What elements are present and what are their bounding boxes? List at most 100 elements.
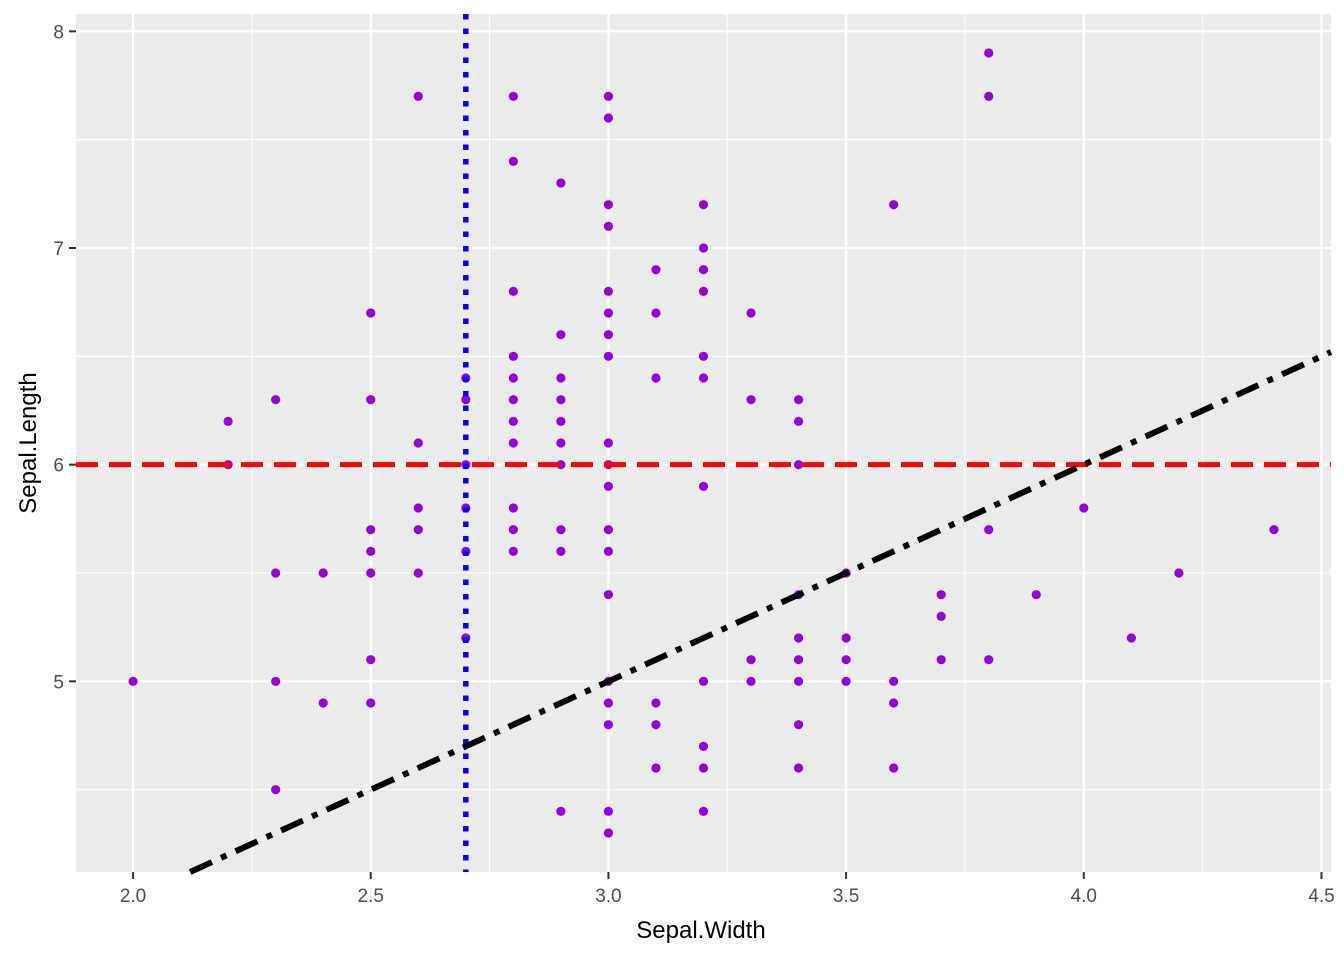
data-point: [508, 286, 518, 296]
data-point: [556, 395, 566, 405]
data-point: [223, 416, 233, 426]
data-point: [698, 676, 709, 686]
data-point: [603, 525, 614, 535]
data-point: [936, 655, 946, 665]
y-axis-title: Sepal.Length: [15, 372, 42, 513]
data-point: [413, 91, 423, 101]
data-point: [413, 503, 423, 513]
data-point: [603, 91, 614, 101]
data-point: [984, 525, 994, 535]
data-point: [746, 655, 756, 665]
data-point: [889, 698, 899, 708]
data-point: [603, 720, 614, 730]
data-point: [603, 481, 614, 491]
data-point: [508, 395, 518, 405]
y-axis-ticks: 5 6 7 8: [53, 22, 76, 693]
minor-gridlines: [76, 14, 1331, 872]
data-point: [651, 763, 661, 773]
data-point: [556, 373, 566, 383]
data-point: [889, 676, 899, 686]
data-point: [556, 546, 566, 556]
data-point: [603, 698, 614, 708]
data-point: [793, 460, 804, 470]
data-point: [1126, 633, 1136, 643]
data-point: [651, 373, 661, 383]
x-axis-ticks: 2.0 2.5 3.0 3.5 4.0 4.5: [120, 872, 1335, 907]
data-point: [556, 416, 566, 426]
data-point: [889, 200, 899, 210]
data-point: [318, 568, 328, 578]
data-point: [698, 806, 709, 816]
data-point: [793, 633, 804, 643]
y-tick-label: 7: [53, 239, 64, 260]
data-point: [366, 395, 376, 405]
data-point: [603, 806, 614, 816]
data-point: [128, 676, 138, 686]
data-point: [603, 438, 614, 448]
x-tick-label: 2.0: [120, 886, 146, 907]
data-point: [603, 351, 614, 361]
data-point: [508, 373, 518, 383]
data-point: [793, 720, 804, 730]
data-point: [366, 546, 376, 556]
x-tick-label: 3.0: [595, 886, 621, 907]
x-tick-label: 4.5: [1308, 886, 1334, 907]
data-point: [936, 611, 946, 621]
data-point: [603, 286, 614, 296]
data-point: [366, 655, 376, 665]
x-tick-label: 2.5: [358, 886, 384, 907]
data-point: [793, 395, 804, 405]
data-point: [603, 590, 614, 600]
data-points: [128, 48, 1279, 838]
data-point: [936, 590, 946, 600]
data-point: [461, 395, 471, 405]
data-point: [603, 221, 614, 231]
data-point: [413, 568, 423, 578]
data-point: [508, 416, 518, 426]
data-point: [793, 763, 804, 773]
data-point: [508, 546, 518, 556]
data-point: [366, 525, 376, 535]
data-point: [698, 741, 709, 751]
data-point: [1079, 503, 1089, 513]
data-point: [651, 308, 661, 318]
data-point: [841, 655, 851, 665]
data-point: [1174, 568, 1184, 578]
data-point: [318, 698, 328, 708]
data-point: [508, 156, 518, 166]
data-point: [889, 763, 899, 773]
data-point: [366, 568, 376, 578]
data-point: [651, 698, 661, 708]
data-point: [271, 785, 281, 795]
data-point: [746, 308, 756, 318]
data-point: [603, 308, 614, 318]
data-point: [413, 438, 423, 448]
data-point: [508, 438, 518, 448]
data-point: [698, 243, 709, 253]
data-point: [556, 806, 566, 816]
data-point: [508, 503, 518, 513]
data-point: [746, 676, 756, 686]
y-tick-label: 5: [53, 672, 64, 693]
data-point: [366, 698, 376, 708]
data-point: [556, 330, 566, 340]
data-point: [508, 91, 518, 101]
data-point: [698, 351, 709, 361]
data-point: [698, 200, 709, 210]
diagonal-reference-line: [188, 349, 1333, 875]
data-point: [603, 828, 614, 838]
data-point: [366, 308, 376, 318]
reference-lines: [76, 14, 1333, 875]
plot-panel: [76, 14, 1331, 872]
data-point: [603, 200, 614, 210]
data-point: [698, 373, 709, 383]
data-point: [984, 655, 994, 665]
data-point: [841, 676, 851, 686]
data-point: [1031, 590, 1041, 600]
data-point: [793, 655, 804, 665]
data-point: [508, 351, 518, 361]
data-point: [698, 286, 709, 296]
data-point: [841, 633, 851, 643]
major-gridlines: [76, 14, 1331, 872]
y-tick-label: 6: [53, 456, 64, 477]
